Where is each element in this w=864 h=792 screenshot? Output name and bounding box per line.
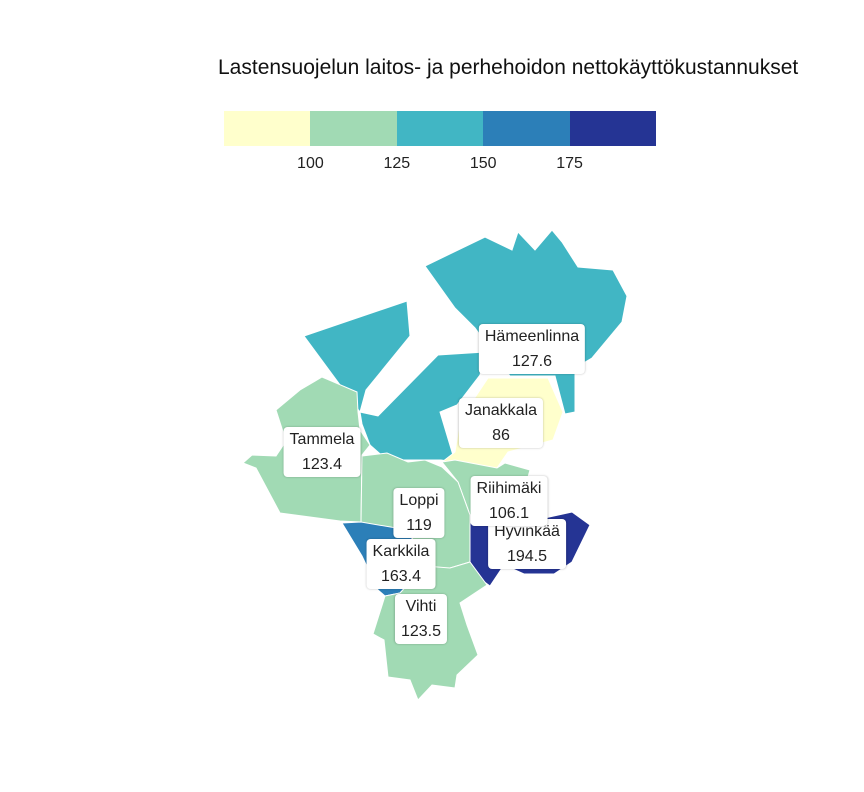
legend-tick-175: 175 <box>556 155 583 172</box>
label-vihti-value: 123.5 <box>400 623 442 640</box>
map-title: Lastensuojelun laitos- ja perhehoidon ne… <box>218 56 799 79</box>
label-vihti: Vihti 123.5 <box>394 594 448 644</box>
legend-swatch-1 <box>310 111 397 146</box>
label-hyvinkaa: Hyvinkää 194.5 <box>488 519 566 569</box>
label-vihti-name: Vihti <box>405 598 437 615</box>
label-hameenlinna-value: 127.6 <box>511 353 553 370</box>
label-karkkila: Karkkila 163.4 <box>366 539 436 589</box>
label-riihimaki-name: Riihimäki <box>476 480 542 497</box>
label-tammela-name: Tammela <box>289 431 355 448</box>
label-janakkala: Janakkala 86 <box>458 398 544 448</box>
legend-swatch-2 <box>396 111 484 146</box>
label-loppi-name: Loppi <box>399 492 439 509</box>
label-karkkila-value: 163.4 <box>380 568 422 585</box>
label-janakkala-value: 86 <box>492 427 510 444</box>
label-tammela: Tammela 123.4 <box>283 427 361 477</box>
legend-swatch-0 <box>224 111 311 146</box>
legend-tick-100: 100 <box>297 155 324 172</box>
label-hyvinkaa-value: 194.5 <box>506 548 548 565</box>
label-hyvinkaa-name: Hyvinkää <box>494 523 560 540</box>
label-hameenlinna-name: Hämeenlinna <box>484 328 580 345</box>
label-karkkila-name: Karkkila <box>372 543 430 560</box>
region-hameenlinna-west[interactable] <box>303 300 486 463</box>
legend-tick-125: 125 <box>383 155 411 172</box>
label-loppi: Loppi 119 <box>393 488 445 538</box>
label-riihimaki: Riihimäki 106.1 <box>470 476 548 526</box>
label-hameenlinna: Hämeenlinna 127.6 <box>478 324 586 374</box>
color-legend: 100 125 150 175 <box>224 111 656 181</box>
legend-tick-150: 150 <box>469 155 497 172</box>
label-riihimaki-value: 106.1 <box>488 505 530 522</box>
legend-swatch-3 <box>483 111 570 146</box>
legend-swatch-4 <box>569 111 656 146</box>
label-janakkala-name: Janakkala <box>464 402 538 419</box>
label-tammela-value: 123.4 <box>301 456 343 473</box>
label-loppi-value: 119 <box>406 517 432 534</box>
